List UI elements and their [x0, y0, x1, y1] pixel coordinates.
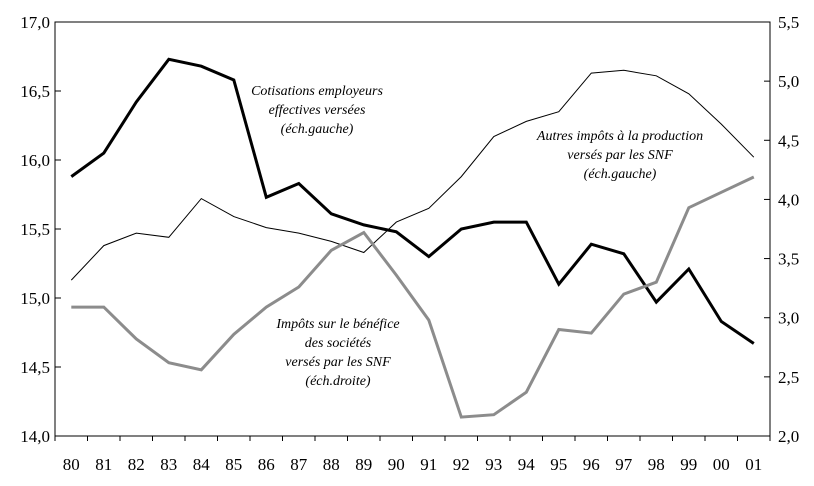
series-label-autres_impots: Autres impôts à la production — [536, 129, 703, 144]
x-tick-label: 89 — [355, 455, 372, 474]
x-tick-label: 87 — [290, 455, 308, 474]
x-tick-label: 84 — [193, 455, 211, 474]
right-tick-label: 2,5 — [778, 368, 799, 387]
x-tick-label: 93 — [485, 455, 502, 474]
x-tick-label: 86 — [258, 455, 275, 474]
x-tick-label: 91 — [420, 455, 437, 474]
right-tick-label: 5,0 — [778, 72, 799, 91]
series-line-cotisations — [70, 57, 755, 345]
x-tick-label: 00 — [713, 455, 730, 474]
right-tick-label: 4,5 — [778, 131, 799, 150]
left-tick-label: 15,5 — [20, 220, 50, 239]
x-tick-label: 88 — [323, 455, 340, 474]
left-tick-label: 17,0 — [20, 13, 50, 32]
right-tick-label: 5,5 — [778, 13, 799, 32]
series-line-autres_impots — [70, 69, 755, 281]
right-tick-label: 3,5 — [778, 250, 799, 269]
left-tick-label: 14,0 — [20, 427, 50, 446]
x-tick-label: 99 — [680, 455, 697, 474]
x-tick-label: 94 — [518, 455, 536, 474]
x-axis-ticks: 80 81 82 83 84 85 86 87 88 89 90 91 92 93 94 95 96 97 98 99… — [54, 436, 771, 474]
right-tick-label: 3,0 — [778, 309, 799, 328]
right-axis-ticks: 2,0 2,5 3,0 3,5 4,0 4,5 5,0 5,5 — [764, 13, 799, 446]
x-tick-label: 01 — [745, 455, 762, 474]
annotations: Cotisations employeurs effectives versées… — [251, 84, 703, 389]
x-tick-label: 85 — [225, 455, 242, 474]
series-label-impots_benefice: (éch.droite) — [305, 374, 371, 389]
plot-border — [54, 21, 771, 437]
right-tick-label: 4,0 — [778, 190, 799, 209]
series-label-impots_benefice: versés par les SNF — [285, 355, 391, 370]
series-layer — [70, 57, 755, 419]
series-line-impots_benefice — [71, 175, 755, 419]
right-tick-label: 2,0 — [778, 427, 799, 446]
series-label-autres_impots: (éch.gauche) — [584, 167, 657, 182]
x-tick-label: 82 — [128, 455, 145, 474]
left-tick-label: 14,5 — [20, 358, 50, 377]
x-tick-label: 80 — [63, 455, 80, 474]
series-label-cotisations: effectives versées — [269, 103, 366, 118]
x-tick-label: 98 — [648, 455, 665, 474]
left-tick-label: 16,0 — [20, 151, 50, 170]
x-tick-label: 95 — [550, 455, 567, 474]
series-label-cotisations: Cotisations employeurs — [251, 84, 383, 99]
left-axis-ticks: 14,0 14,5 15,0 15,5 16,0 16,5 17,0 — [20, 13, 61, 446]
x-tick-label: 96 — [583, 455, 600, 474]
left-tick-label: 16,5 — [20, 82, 50, 101]
x-tick-label: 90 — [388, 455, 405, 474]
plot-area — [54, 21, 771, 437]
series-label-impots_benefice: des sociétés — [305, 336, 372, 351]
series-label-autres_impots: versés par les SNF — [567, 148, 673, 163]
left-tick-label: 15,0 — [20, 289, 50, 308]
x-tick-label: 97 — [615, 455, 633, 474]
x-tick-label: 81 — [95, 455, 112, 474]
x-tick-label: 83 — [160, 455, 177, 474]
series-label-impots_benefice: Impôts sur le bénéfice — [275, 317, 399, 332]
x-tick-label: 92 — [453, 455, 470, 474]
series-label-cotisations: (éch.gauche) — [281, 122, 354, 137]
